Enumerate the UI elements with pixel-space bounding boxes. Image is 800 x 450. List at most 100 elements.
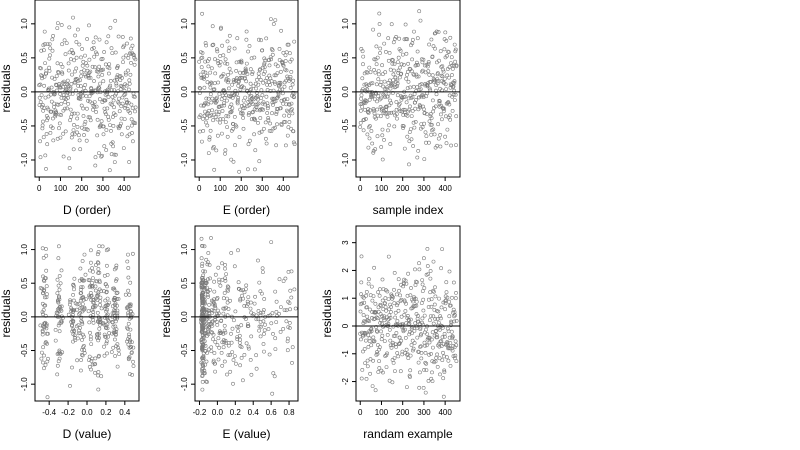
data-point [69, 309, 74, 314]
data-point [264, 141, 269, 146]
data-point [200, 280, 205, 285]
data-point [391, 110, 396, 115]
data-point [268, 17, 273, 22]
data-point [277, 277, 282, 282]
data-point [431, 259, 436, 264]
data-point [417, 261, 421, 266]
data-point [448, 61, 453, 66]
plot-frame [355, 225, 461, 402]
data-point [199, 324, 204, 329]
data-point [105, 106, 110, 111]
data-point [236, 95, 241, 100]
data-point [395, 84, 400, 88]
data-point [430, 98, 435, 103]
data-point [38, 82, 43, 87]
data-point [240, 293, 245, 298]
data-point [401, 284, 406, 289]
data-point [57, 244, 61, 249]
data-point [367, 307, 372, 312]
data-point [258, 319, 263, 324]
data-point [426, 378, 431, 383]
data-point [453, 59, 458, 64]
data-point [112, 287, 117, 292]
data-point [281, 63, 286, 68]
data-point [420, 278, 425, 283]
data-point [75, 116, 80, 121]
data-point [44, 166, 48, 171]
data-point [86, 309, 91, 314]
data-point [430, 330, 435, 335]
data-point [378, 114, 383, 119]
data-point [415, 335, 420, 340]
data-point [70, 365, 74, 370]
data-point [241, 126, 246, 131]
data-point [105, 351, 109, 356]
data-point [266, 116, 271, 120]
data-point [441, 350, 445, 355]
data-point [392, 37, 397, 41]
data-point [213, 272, 218, 277]
data-point [418, 327, 423, 332]
data-point [212, 279, 217, 284]
data-point [390, 91, 395, 95]
data-point [284, 308, 289, 313]
data-point [445, 127, 450, 132]
data-point [209, 308, 214, 313]
data-point [86, 76, 91, 80]
data-point [437, 344, 442, 349]
data-point [228, 70, 233, 75]
data-point [403, 22, 408, 27]
data-point [437, 356, 442, 361]
data-point [86, 278, 91, 282]
data-point [97, 151, 101, 156]
data-point [85, 63, 90, 68]
data-point [96, 260, 100, 265]
data-point [89, 86, 94, 91]
data-point [205, 314, 210, 319]
data-point [57, 126, 61, 131]
data-point [115, 342, 120, 347]
data-point [44, 247, 48, 251]
data-point [381, 307, 386, 312]
data-point [241, 98, 246, 103]
data-point [205, 102, 210, 107]
data-point [98, 299, 103, 304]
data-point [206, 151, 211, 156]
data-point [199, 317, 203, 322]
data-point [259, 88, 264, 93]
data-point [204, 43, 209, 48]
data-point [380, 298, 385, 303]
data-point [440, 247, 445, 252]
data-point [406, 79, 411, 84]
plot-frame [34, 225, 140, 402]
data-point [441, 394, 446, 399]
y-tick-label: -2 [341, 377, 350, 385]
data-point [440, 64, 445, 69]
data-point [211, 299, 216, 304]
data-point [43, 153, 48, 158]
data-point [104, 339, 109, 344]
data-point [43, 276, 48, 281]
data-point [222, 340, 227, 345]
data-point [434, 332, 439, 337]
data-point [199, 293, 204, 297]
data-point [450, 295, 454, 300]
data-point [68, 298, 73, 303]
data-point [238, 337, 242, 342]
data-point [82, 72, 87, 77]
y-tick-label: 2 [341, 268, 350, 273]
data-point [41, 119, 45, 124]
data-point [447, 75, 451, 80]
data-point [40, 123, 45, 128]
data-point [413, 106, 418, 111]
data-point [411, 346, 416, 351]
data-point [232, 115, 237, 119]
data-point [66, 95, 70, 100]
data-point [384, 353, 389, 358]
data-point [201, 128, 206, 133]
data-point [371, 108, 376, 113]
data-point [422, 121, 427, 126]
data-point [96, 320, 101, 325]
data-point [249, 87, 253, 92]
data-point [204, 96, 209, 101]
